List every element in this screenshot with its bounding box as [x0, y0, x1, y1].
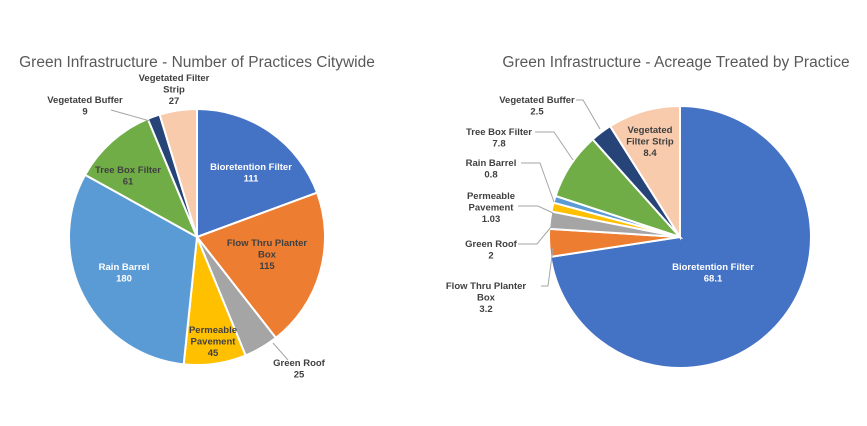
chart-title: Green Infrastructure - Acreage Treated b…: [502, 54, 849, 71]
slice-label-permeable-pavement: Permeable: [189, 325, 237, 336]
slice-value-vegetated-buffer: 9: [82, 107, 87, 118]
pie-slice-flow-thru-planter-box: [195, 191, 326, 340]
slice-label-tree-box-filter: Tree Box Filter: [95, 165, 161, 176]
chart-title: Green Infrastructure - Number of Practic…: [19, 54, 375, 71]
slice-value-vegetated-filter-strip: 27: [169, 96, 180, 107]
leader-line: [521, 162, 555, 203]
slice-value-permeable-pavement: 1.03: [482, 214, 501, 225]
leader-line: [576, 99, 601, 130]
slice-label-vegetated-filter-strip: Vegetated: [628, 125, 673, 136]
pie-slice-bioretention-filter: [196, 107, 319, 239]
slice-label-flow-thru-planter-box: Box: [477, 293, 496, 304]
slice-label-vegetated-filter-strip: Filter Strip: [626, 137, 674, 148]
pie-chart-acreage-treated: Green Infrastructure - Acreage Treated b…: [446, 54, 850, 369]
slice-value-bioretention-filter: 68.1: [704, 274, 723, 285]
slice-label-permeable-pavement: Pavement: [191, 337, 237, 348]
slice-label-bioretention-filter: Bioretention Filter: [672, 262, 754, 273]
slice-value-rain-barrel: 180: [116, 274, 132, 285]
slice-value-flow-thru-planter-box: 115: [259, 261, 275, 272]
pie-slice-rain-barrel: [67, 173, 199, 366]
slice-value-flow-thru-planter-box: 3.2: [479, 304, 492, 315]
slice-label-green-roof: Green Roof: [465, 239, 518, 250]
leader-line: [535, 131, 574, 161]
slice-label-vegetated-buffer: Vegetated Buffer: [499, 95, 575, 106]
pie-chart-practices-count: Green Infrastructure - Number of Practic…: [19, 54, 375, 381]
slice-value-rain-barrel: 0.8: [484, 170, 497, 181]
slice-value-vegetated-buffer: 2.5: [530, 107, 544, 118]
slice-value-tree-box-filter: 7.8: [492, 139, 505, 150]
leader-line: [110, 109, 151, 122]
pie-slice-vegetated-filter-strip: [158, 107, 198, 238]
slice-value-tree-box-filter: 61: [123, 177, 134, 188]
slice-label-flow-thru-planter-box: Box: [258, 250, 277, 261]
slice-label-green-roof: Green Roof: [273, 358, 326, 369]
slice-label-bioretention-filter: Bioretention Filter: [210, 162, 292, 173]
leader-line: [272, 342, 289, 361]
slice-label-vegetated-filter-strip: Strip: [163, 85, 185, 96]
slice-label-flow-thru-planter-box: Flow Thru Planter: [227, 238, 308, 249]
slice-label-vegetated-buffer: Vegetated Buffer: [47, 95, 123, 106]
leader-line: [518, 205, 554, 214]
slice-value-permeable-pavement: 45: [208, 348, 219, 359]
slice-value-vegetated-filter-strip: 8.4: [643, 148, 657, 159]
slice-value-green-roof: 25: [294, 370, 305, 381]
leader-line: [541, 247, 554, 287]
slice-label-rain-barrel: Rain Barrel: [466, 158, 517, 169]
leader-line: [518, 226, 552, 245]
slice-label-flow-thru-planter-box: Flow Thru Planter: [446, 281, 527, 292]
slice-label-permeable-pavement: Pavement: [469, 203, 515, 214]
pie-slice-vegetated-filter-strip: [608, 104, 681, 241]
slice-value-bioretention-filter: 111: [244, 174, 260, 185]
slice-label-tree-box-filter: Tree Box Filter: [466, 127, 532, 138]
slice-label-vegetated-filter-strip: Vegetated Filter: [139, 73, 210, 84]
slice-label-permeable-pavement: Permeable: [467, 191, 515, 202]
slice-label-rain-barrel: Rain Barrel: [99, 262, 150, 273]
slice-value-green-roof: 2: [488, 251, 493, 262]
